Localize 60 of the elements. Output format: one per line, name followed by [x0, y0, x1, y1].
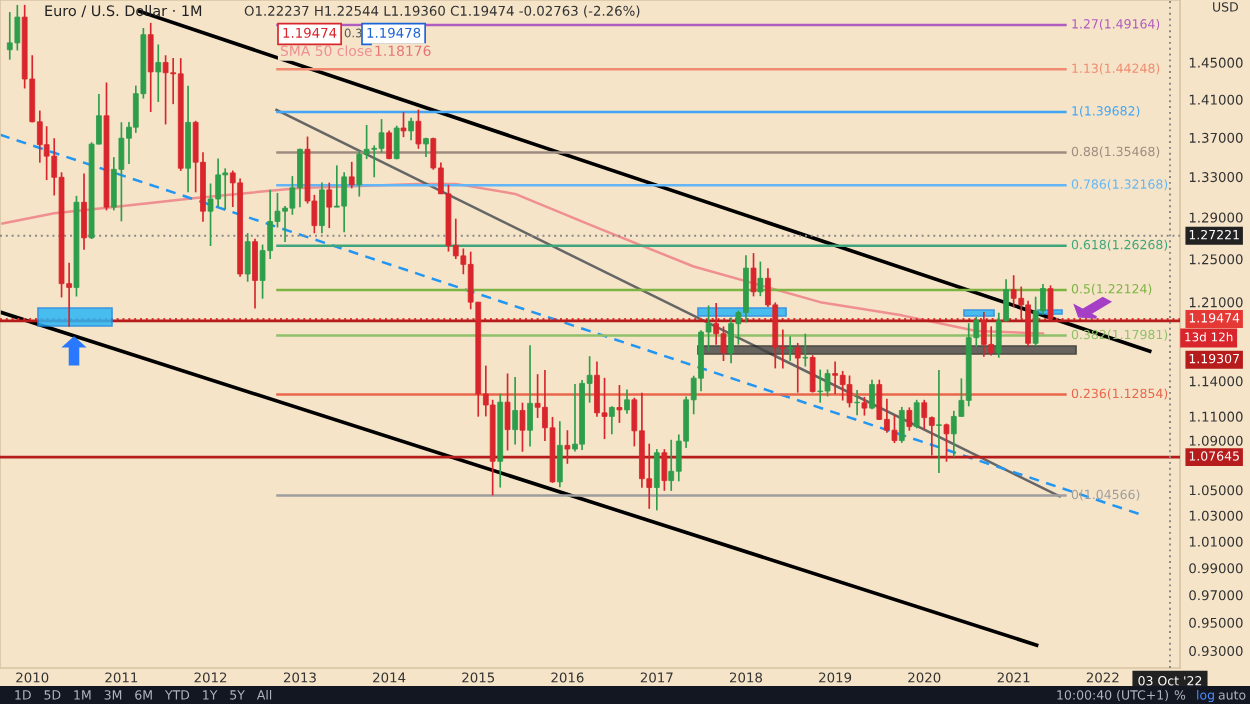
- candlestick: [341, 171, 348, 234]
- candlestick: [386, 129, 392, 161]
- candlestick: [846, 374, 853, 409]
- candlestick: [906, 406, 913, 432]
- candlestick: [356, 149, 363, 198]
- candlestick: [869, 378, 875, 411]
- candlestick: [653, 448, 660, 512]
- candlestick: [824, 368, 831, 398]
- candlestick: [564, 429, 571, 465]
- candlestick: [943, 422, 950, 463]
- candlestick: [594, 360, 600, 418]
- candlestick: [215, 157, 221, 208]
- candlestick: [512, 376, 518, 446]
- candlestick: [743, 254, 749, 324]
- candlestick: [527, 344, 533, 448]
- candlestick: [244, 232, 251, 283]
- candlestick: [556, 420, 563, 489]
- candlestick: [252, 238, 258, 310]
- candlestick: [14, 4, 21, 52]
- candlestick: [787, 335, 794, 362]
- candlestick: [921, 398, 928, 431]
- candlestick: [118, 121, 125, 223]
- candlestick: [750, 252, 757, 298]
- candlestick: [185, 84, 191, 194]
- candlestick: [408, 117, 414, 142]
- candlestick: [348, 160, 355, 190]
- candlestick: [817, 368, 824, 404]
- candlestick: [326, 181, 333, 229]
- candlestick: [297, 147, 303, 209]
- candlestick: [319, 181, 325, 235]
- candlestick: [757, 260, 764, 297]
- candlestick: [728, 316, 734, 365]
- candlestick: [616, 384, 623, 424]
- candlestick: [624, 388, 630, 415]
- candlestick: [400, 111, 407, 138]
- candlestick: [393, 124, 400, 161]
- candlestick: [861, 396, 868, 417]
- candlestick: [898, 406, 905, 444]
- candlestick: [572, 383, 578, 453]
- candlestick: [794, 342, 801, 394]
- candlestick: [6, 11, 13, 61]
- candlestick: [832, 360, 838, 395]
- candlestick: [668, 438, 675, 492]
- candlestick: [609, 405, 615, 436]
- candlestick: [415, 108, 422, 150]
- candlestick: [936, 369, 942, 474]
- candlestick: [661, 448, 668, 492]
- candlestick: [81, 172, 87, 251]
- candlestick: [802, 332, 809, 368]
- candlestick: [809, 354, 816, 394]
- candlestick: [713, 302, 720, 346]
- candlestick: [162, 54, 169, 126]
- candlestick: [1047, 284, 1054, 322]
- candlestick: [504, 372, 511, 452]
- candlestick: [155, 43, 162, 103]
- candlestick: [913, 398, 920, 430]
- candlestick: [839, 370, 846, 402]
- candlestick: [147, 22, 154, 113]
- candlestick: [981, 311, 987, 358]
- candlestick: [519, 401, 526, 453]
